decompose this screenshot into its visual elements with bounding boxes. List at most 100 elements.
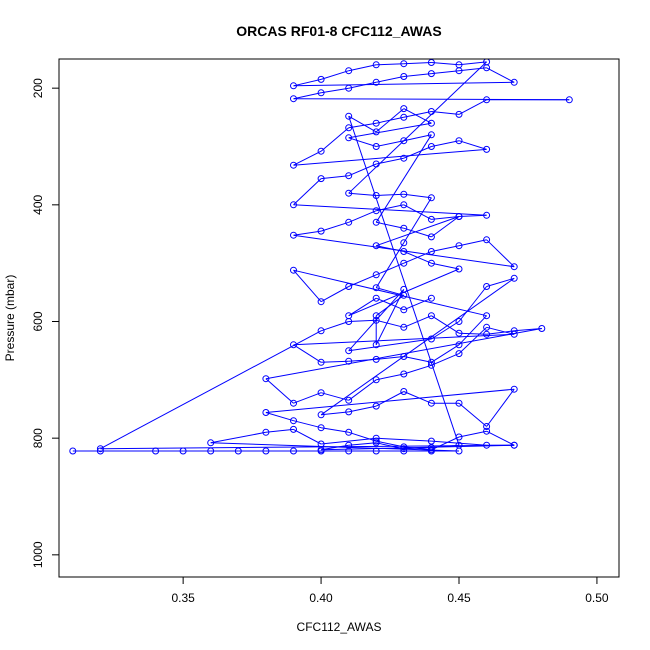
- data-point: [455, 318, 463, 325]
- series-line-segment: [431, 315, 460, 334]
- data-point: [400, 105, 408, 113]
- series-line-segment: [403, 391, 432, 404]
- series-line-segment: [100, 330, 322, 450]
- data-point: [427, 446, 435, 454]
- data-point: [427, 119, 435, 127]
- series-line-segment: [431, 70, 460, 75]
- data-point: [372, 434, 380, 442]
- data-point: [400, 137, 408, 145]
- data-point: [372, 341, 380, 349]
- data-point: [372, 447, 380, 455]
- data-point: [427, 70, 435, 78]
- data-point: [400, 370, 408, 378]
- data-point: [345, 172, 353, 180]
- chart-title: ORCAS RF01-8 CFC112_AWAS: [236, 23, 441, 39]
- data-point: [96, 445, 104, 453]
- series-line-segment: [320, 70, 349, 80]
- data-point: [427, 248, 435, 255]
- series-line-segment: [431, 216, 460, 220]
- data-point: [345, 428, 353, 436]
- data-point: [152, 447, 160, 455]
- series-line-segment: [403, 447, 432, 450]
- data-point: [455, 341, 463, 349]
- data-point: [234, 447, 242, 455]
- data-point: [290, 161, 297, 169]
- data-point: [317, 424, 325, 432]
- data-point: [345, 396, 353, 404]
- series-line-segment: [348, 358, 377, 362]
- series-line-segment: [403, 111, 432, 118]
- series-line-segment: [293, 269, 487, 317]
- series-line-segment: [293, 178, 322, 206]
- series-line-segment: [431, 353, 460, 366]
- series-line-segment: [348, 116, 460, 446]
- data-point: [427, 358, 435, 366]
- series-line-segment: [293, 234, 515, 268]
- series-line-segment: [403, 134, 432, 142]
- data-point: [400, 190, 408, 198]
- series-line-segment: [458, 61, 487, 66]
- series-line-segment: [293, 392, 322, 404]
- data-point: [317, 175, 325, 183]
- series-line-segment: [348, 137, 377, 147]
- data-point: [317, 358, 325, 366]
- series-line-segment: [376, 437, 432, 442]
- series-line-segment: [376, 297, 404, 311]
- series-line-segment: [348, 297, 377, 317]
- y-tick-label: 800: [31, 428, 45, 448]
- x-tick-label: 0.35: [171, 591, 195, 605]
- data-point: [290, 447, 297, 455]
- data-layer: [69, 59, 573, 455]
- series-line-segment: [486, 67, 515, 83]
- series-line-segment: [376, 140, 404, 147]
- series-line-segment: [403, 108, 432, 124]
- series-line-segment: [100, 444, 515, 450]
- data-point: [455, 441, 463, 449]
- series-line-segment: [431, 321, 460, 340]
- data-point: [317, 227, 325, 235]
- series-line-segment: [403, 227, 432, 238]
- series-line-segment: [458, 239, 487, 247]
- series-line-segment: [458, 315, 487, 346]
- series-line-segment: [348, 210, 377, 223]
- data-point: [372, 78, 380, 86]
- series-line-segment: [375, 134, 432, 223]
- data-point: [400, 353, 408, 360]
- data-point: [510, 263, 518, 271]
- series-line-segment: [265, 378, 294, 404]
- data-point: [400, 306, 408, 314]
- series-line-segment: [348, 163, 377, 177]
- series-line-segment: [431, 444, 460, 448]
- series-line-segment: [320, 286, 349, 303]
- x-tick-label: 0.40: [309, 591, 333, 605]
- data-point: [455, 242, 463, 250]
- series-line-segment: [321, 175, 349, 180]
- data-point: [427, 294, 435, 302]
- data-point: [290, 231, 297, 239]
- series-line-segment: [348, 431, 377, 442]
- data-point: [400, 60, 408, 68]
- series-line-segment: [376, 76, 404, 83]
- data-point: [317, 147, 325, 155]
- series-line-segment: [458, 99, 487, 115]
- series-line-segment: [458, 402, 487, 427]
- series-line-segment: [321, 437, 377, 445]
- series-line-segment: [321, 444, 349, 451]
- series-line-segment: [376, 221, 404, 229]
- data-point: [455, 350, 463, 358]
- data-point: [372, 119, 380, 127]
- data-point: [455, 265, 463, 273]
- series-line-segment: [431, 245, 460, 252]
- series-line-segment: [210, 431, 266, 444]
- data-point: [483, 96, 491, 104]
- data-point: [317, 298, 325, 306]
- series-line-segment: [376, 245, 404, 252]
- series-line-segment: [321, 360, 349, 363]
- series-line-segment: [431, 262, 460, 270]
- data-point: [372, 316, 380, 324]
- data-point: [345, 189, 353, 197]
- data-point: [290, 201, 297, 209]
- data-point: [317, 446, 325, 454]
- series-line-segment: [293, 333, 515, 346]
- series-line-segment: [321, 411, 349, 416]
